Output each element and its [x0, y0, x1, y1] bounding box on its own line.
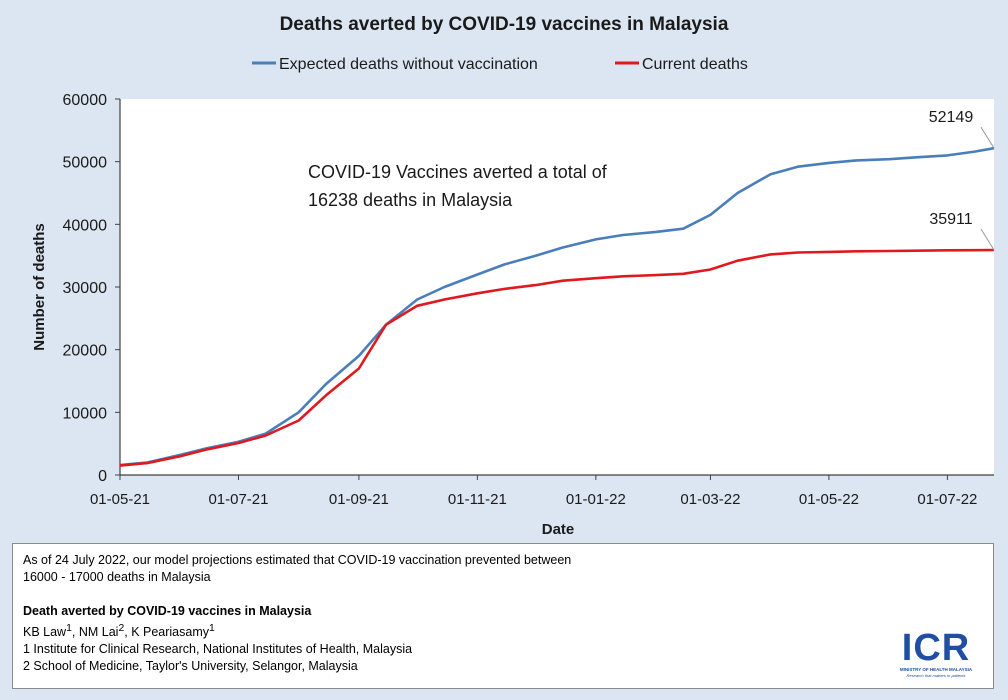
logo-text: ICR: [901, 627, 971, 669]
y-ticks: 0 10000 20000 30000 40000 50000 60000: [63, 92, 120, 485]
series-line-0: [119, 146, 995, 467]
x-ticks: 01-05-21 01-07-21 01-09-21 01-11-21 01-01-22…: [90, 475, 977, 508]
y-tick-label: 30000: [63, 280, 108, 297]
chart-note-line-2: 16238 deaths in Malaysia: [308, 190, 513, 210]
footer-box: As of 24 July 2022, our model projection…: [12, 543, 994, 689]
x-tick-label: 01-07-22: [917, 491, 977, 508]
x-tick-label: 01-01-22: [566, 491, 626, 508]
footer-line-2: 16000 - 17000 deaths in Malaysia: [23, 570, 211, 584]
chart-note-line-1: COVID-19 Vaccines averted a total of: [308, 162, 608, 182]
author-3-sup: 1: [209, 623, 215, 634]
author-1-sup: 1: [66, 623, 72, 634]
author-3: K Peariasamy: [131, 625, 209, 640]
logo-tagline: Research that matters to patients: [906, 673, 966, 678]
x-tick-label: 01-09-21: [329, 491, 389, 508]
x-tick-label: 01-07-21: [208, 491, 268, 508]
annotation-layer: 52149 35911: [929, 109, 995, 251]
series-line-1: [119, 248, 995, 467]
x-tick-label: 01-05-21: [90, 491, 150, 508]
x-tick-label: 01-05-22: [799, 491, 859, 508]
y-axis-title: Number of deaths: [31, 223, 48, 351]
annotation-label-0: 52149: [929, 109, 974, 126]
icr-logo: ICR MINISTRY OF HEALTH MALAYSIA Research…: [893, 629, 979, 678]
y-tick-label: 40000: [63, 217, 108, 234]
y-tick-label: 0: [98, 468, 107, 485]
study-title: Death averted by COVID-19 vaccines in Ma…: [23, 604, 312, 618]
affiliation-1: 1 Institute for Clinical Research, Natio…: [23, 642, 413, 657]
legend-label-current: Current deaths: [642, 56, 748, 73]
legend-label-expected: Expected deaths without vaccination: [279, 56, 538, 73]
x-axis-title: Date: [542, 521, 575, 538]
chart-title: Deaths averted by COVID-19 vaccines in M…: [280, 14, 729, 35]
affiliation-2: 2 School of Medicine, Taylor's Universit…: [23, 659, 358, 674]
x-tick-label: 01-11-21: [448, 491, 507, 508]
logo-subtitle: MINISTRY OF HEALTH MALAYSIA: [899, 667, 973, 672]
y-tick-label: 60000: [63, 92, 108, 109]
y-tick-label: 10000: [63, 405, 108, 422]
x-tick-label: 01-03-22: [680, 491, 740, 508]
annotation-leader-0: [980, 126, 995, 149]
y-tick-label: 50000: [63, 155, 108, 172]
plot-area: [120, 99, 994, 475]
authors: KB Law1, NM Lai2, K Peariasamy1: [23, 623, 215, 640]
y-tick-label: 20000: [63, 343, 108, 360]
author-2: NM Lai: [78, 625, 119, 640]
annotation-label-1: 35911: [929, 211, 972, 228]
footer-line-1: As of 24 July 2022, our model projection…: [23, 553, 572, 567]
legend: Expected deaths without vaccination Curr…: [252, 56, 748, 73]
series-layer: [119, 146, 995, 467]
author-1: KB Law: [23, 625, 67, 640]
chart: Deaths averted by COVID-19 vaccines in M…: [31, 14, 995, 538]
annotation-leader-1: [980, 228, 995, 251]
author-2-sup: 2: [118, 623, 125, 634]
